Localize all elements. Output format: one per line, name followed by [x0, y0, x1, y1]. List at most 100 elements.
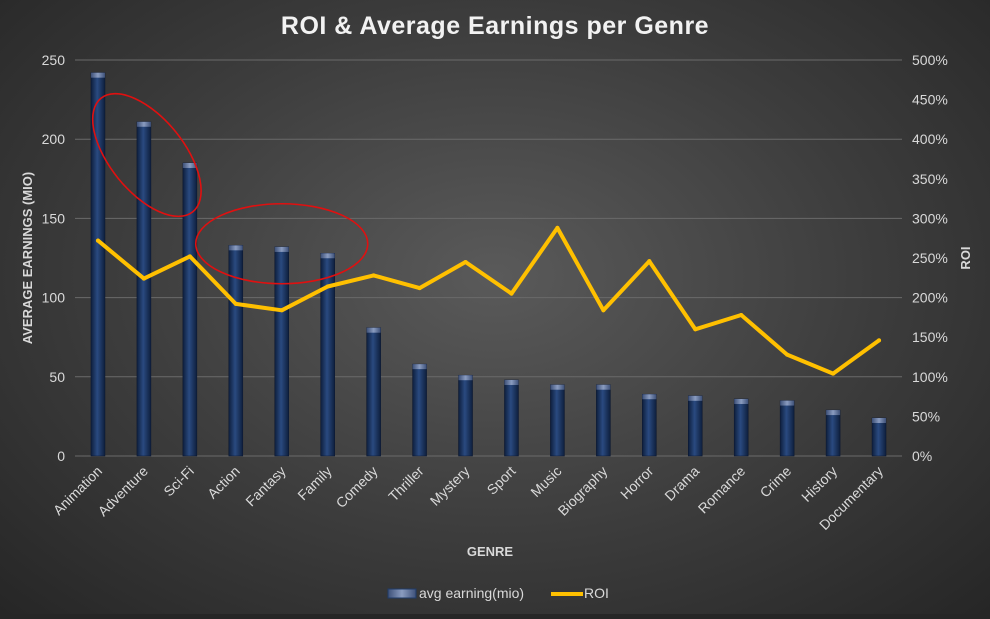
right-axis-ticks: 0% 50% 100% 150% 200% 250% 300% 350% 400% 450% 500… [912, 52, 948, 464]
bar [779, 400, 795, 457]
bar-cap [872, 417, 887, 423]
bar-cap [274, 246, 289, 252]
roi-point [555, 225, 560, 230]
bar [825, 409, 841, 457]
x-tick-label: Thriller [385, 463, 427, 505]
x-tick-label: Romance [695, 463, 749, 517]
bar [366, 327, 381, 457]
annotations [91, 92, 369, 285]
roi-point [877, 338, 882, 343]
legend-bar-swatch [387, 588, 417, 599]
bar-cap [366, 327, 381, 333]
x-tick-label: Family [294, 463, 334, 503]
bar-series [90, 72, 887, 457]
x-tick-label: Drama [661, 463, 702, 504]
x-tick-label: Sport [484, 463, 519, 498]
left-axis-ticks: 0 50 100 150 200 250 [42, 52, 66, 464]
x-tick-label: Comedy [333, 463, 381, 511]
bar-cap [596, 384, 611, 390]
bar [688, 395, 703, 457]
annotation-ellipse [194, 202, 369, 285]
roi-point [371, 273, 376, 278]
x-tick-label: Horror [617, 463, 657, 503]
y2-tick-label: 250% [912, 250, 948, 266]
y-tick-label: 200 [42, 131, 66, 147]
bar-cap [320, 253, 335, 259]
y-tick-label: 250 [42, 52, 66, 68]
bar-cap [90, 72, 105, 78]
bar [596, 384, 611, 457]
roi-point [739, 313, 744, 318]
bar-cap [642, 394, 657, 400]
roi-point [325, 284, 330, 289]
legend-line-label: ROI [584, 585, 609, 601]
annotation-ellipse [91, 92, 202, 218]
y2-tick-label: 450% [912, 92, 948, 108]
bar [136, 121, 152, 457]
y2-tick-label: 0% [912, 448, 932, 464]
bar-cap [550, 384, 565, 390]
x-tick-label: History [798, 463, 840, 505]
y-axis-title: AVERAGE EARNINGS (MIO) [20, 172, 35, 344]
y2-tick-label: 100% [912, 369, 948, 385]
x-tick-label: Mystery [427, 463, 473, 509]
roi-point [463, 259, 468, 264]
bar-cap [458, 375, 473, 381]
y2-tick-label: 300% [912, 210, 948, 226]
gridlines [75, 59, 902, 457]
x-tick-label: Biography [555, 463, 611, 519]
bar [871, 417, 887, 457]
bar [550, 384, 565, 457]
y-tick-label: 100 [42, 290, 66, 306]
y2-tick-label: 500% [912, 52, 948, 68]
roi-line [96, 225, 881, 376]
x-tick-label: Adventure [95, 463, 152, 520]
roi-point [233, 301, 238, 306]
roi-point [279, 308, 284, 313]
roi-point [417, 286, 422, 291]
y2-tick-label: 50% [912, 408, 940, 424]
y-tick-label: 150 [42, 210, 66, 226]
roi-point [509, 291, 514, 296]
legend: avg earning(mio) ROI [387, 585, 609, 601]
bar-cap [734, 398, 749, 404]
bar-cap [688, 395, 703, 401]
bar-cap [412, 364, 427, 370]
y2-tick-label: 150% [912, 329, 948, 345]
x-tick-label: Music [527, 463, 564, 500]
roi-point [95, 238, 100, 243]
roi-point [601, 308, 606, 313]
bar-cap [228, 245, 243, 251]
bar [458, 374, 473, 457]
bar [182, 162, 198, 457]
bar [504, 379, 519, 457]
roi-point [831, 371, 836, 376]
y-tick-label: 0 [57, 448, 65, 464]
bar [412, 363, 427, 457]
legend-bar-label: avg earning(mio) [419, 585, 524, 601]
bar-cap [780, 400, 795, 406]
x-tick-label: Fantasy [242, 463, 289, 510]
x-axis-title: GENRE [467, 544, 514, 559]
y2-tick-label: 350% [912, 171, 948, 187]
y2-tick-label: 400% [912, 131, 948, 147]
y2-axis-title: ROI [958, 246, 973, 269]
y2-tick-label: 200% [912, 290, 948, 306]
bar [642, 393, 657, 457]
bar-cap [136, 121, 151, 127]
roi-point [785, 352, 790, 357]
bar [274, 246, 289, 457]
y-tick-label: 50 [49, 369, 65, 385]
roi-point [647, 259, 652, 264]
roi-point [693, 327, 698, 332]
bar [733, 398, 749, 457]
bar-cap [504, 379, 519, 385]
x-tick-label: Crime [757, 463, 795, 501]
bar-cap [826, 410, 841, 416]
chart-title: ROI & Average Earnings per Genre [281, 12, 709, 40]
roi-line-series [95, 225, 882, 376]
x-tick-label: Action [204, 463, 243, 502]
